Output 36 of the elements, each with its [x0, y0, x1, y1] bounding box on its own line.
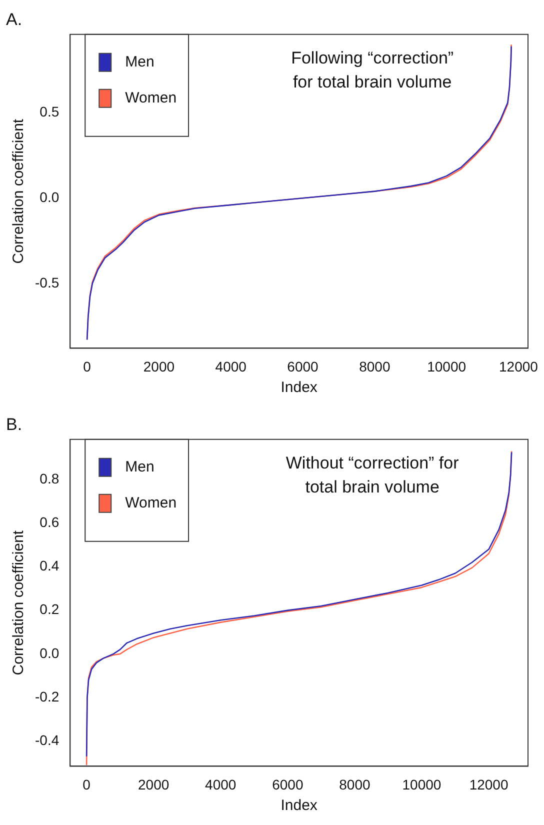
x-tick-label: 8000	[339, 776, 370, 792]
y-tick-label: 0.0	[40, 188, 60, 205]
x-tick-label: 2000	[143, 358, 175, 374]
y-tick-label: 0.8	[40, 470, 60, 486]
x-tick-label: 8000	[359, 358, 390, 374]
x-axis-title: Index	[280, 379, 318, 396]
legend-label: Men	[125, 458, 154, 476]
y-axis-title: Correlation coefficient	[10, 118, 28, 264]
y-tick-label: -0.2	[35, 688, 60, 704]
annotation: Following “correction” for total brain volume	[291, 48, 454, 92]
chart-title: A.	[6, 10, 22, 29]
y-tick-label: 0.4	[40, 558, 60, 574]
y-tick-label: -0.5	[35, 274, 60, 290]
legend-label: Women	[125, 90, 177, 107]
y-tick-label: 0.2	[40, 601, 60, 618]
y-tick-label: 0.5	[40, 104, 60, 120]
x-tick-label: 6000	[287, 358, 319, 374]
x-tick-label: 12000	[469, 776, 508, 792]
y-tick-label: 0.6	[40, 514, 60, 530]
x-tick-label: 4000	[205, 776, 236, 792]
y-tick-label: 0.0	[40, 644, 60, 661]
annotation: Without “correction” for total brain volume	[286, 454, 460, 497]
legend-label: Men	[125, 54, 154, 71]
x-tick-label: 10000	[427, 358, 466, 374]
y-axis-title: Correlation coefficient	[10, 530, 28, 676]
chart-title: B.	[6, 414, 22, 434]
x-tick-label: 6000	[272, 776, 304, 792]
x-tick-label: 12000	[499, 358, 538, 374]
x-tick-label: 10000	[402, 776, 442, 792]
y-tick-label: -0.4	[35, 732, 60, 748]
x-tick-label: 0	[82, 776, 91, 792]
x-tick-label: 0	[83, 358, 92, 374]
legend-label: Women	[125, 494, 177, 512]
x-tick-label: 4000	[215, 358, 247, 374]
x-tick-label: 2000	[138, 776, 170, 792]
x-axis-title: Index	[280, 797, 318, 814]
